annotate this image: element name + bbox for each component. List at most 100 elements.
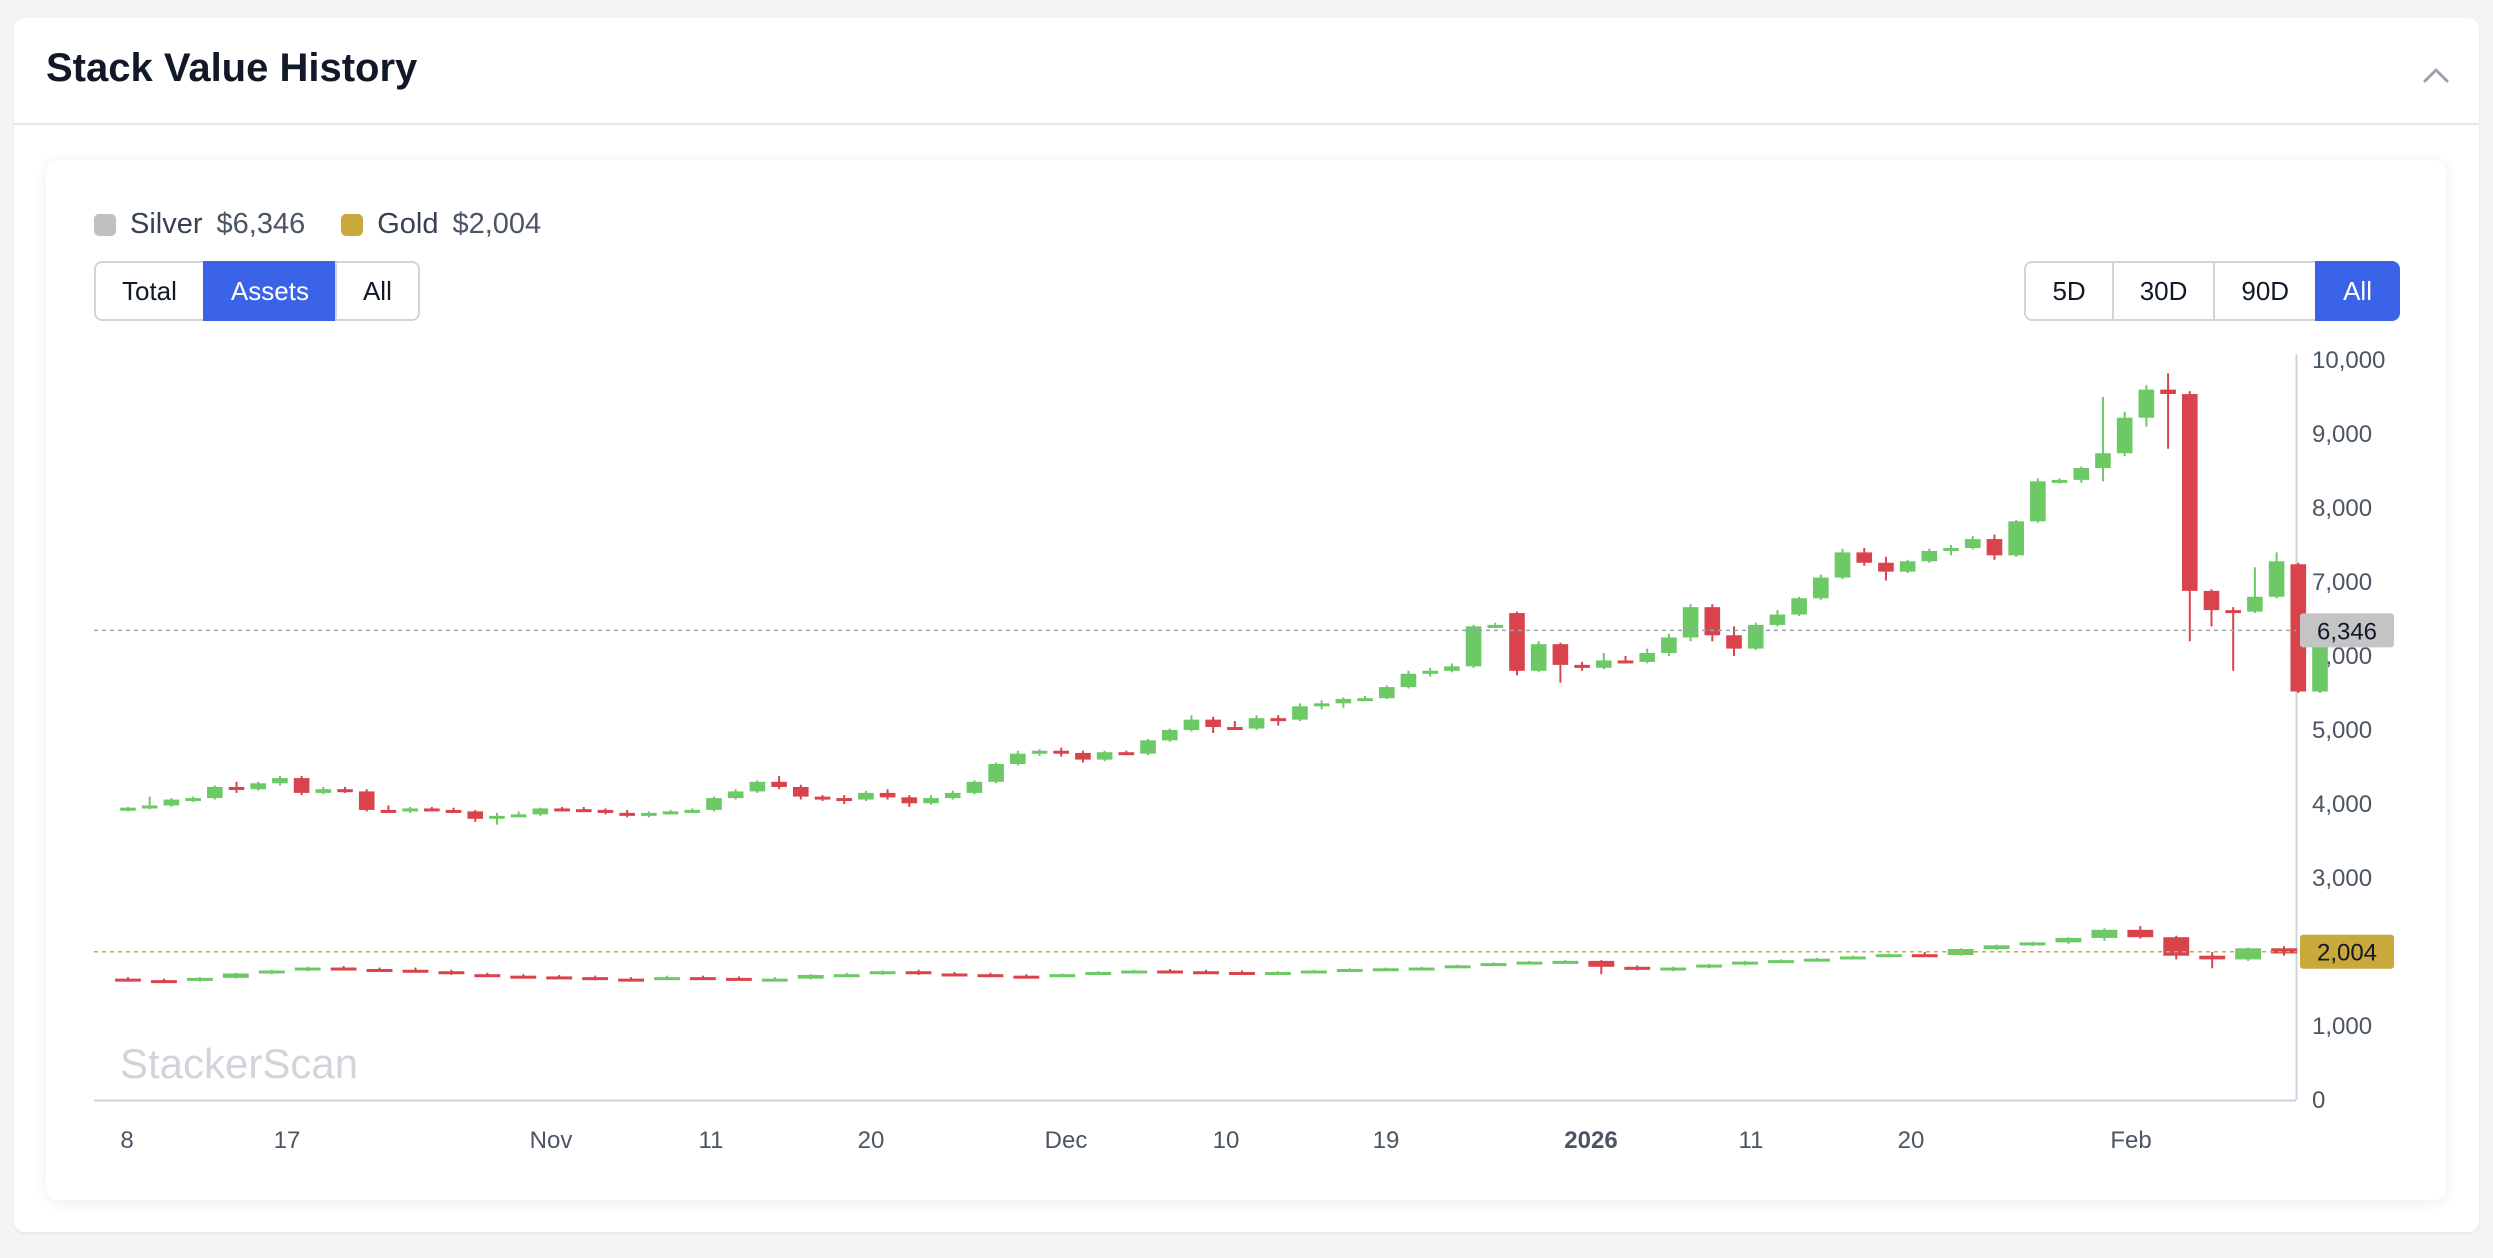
- candle-body: [120, 807, 136, 811]
- silver-swatch: [94, 213, 116, 236]
- candle-body: [185, 798, 201, 802]
- candle: [582, 975, 609, 981]
- candle-body: [1183, 719, 1200, 730]
- candle-body: [445, 809, 462, 813]
- candle: [546, 974, 573, 980]
- candle-body: [2160, 389, 2176, 395]
- x-tick-label: 10: [1213, 1127, 1240, 1154]
- candle-body: [749, 781, 766, 792]
- candle: [1574, 661, 1590, 671]
- range-button-all[interactable]: All: [2315, 261, 2400, 321]
- candle-body: [1660, 967, 1687, 971]
- candle-body: [1983, 945, 2010, 950]
- candle: [901, 795, 918, 807]
- candle: [836, 795, 853, 804]
- candle: [1205, 716, 1221, 733]
- candle-body: [1480, 963, 1507, 967]
- candle: [749, 780, 766, 793]
- candle: [185, 796, 201, 802]
- candle: [1943, 545, 1959, 556]
- candle: [1140, 738, 1156, 756]
- candle: [150, 978, 177, 984]
- view-button-total[interactable]: Total: [94, 261, 205, 321]
- candle-body: [2225, 610, 2242, 614]
- candle-body: [2268, 561, 2285, 597]
- candle: [474, 972, 501, 978]
- candle: [792, 784, 809, 800]
- last-price-badge: [2300, 934, 2394, 969]
- candle-body: [438, 971, 465, 975]
- candle-body: [2181, 394, 2198, 591]
- candle-body: [988, 764, 1004, 782]
- candle-body: [206, 786, 223, 799]
- candle: [1400, 670, 1417, 689]
- legend-silver-value: $6,346: [216, 208, 306, 240]
- candle: [1921, 548, 1938, 563]
- candle-body: [1747, 624, 1764, 649]
- candle: [1118, 750, 1135, 756]
- candlestick-chart[interactable]: StackerScan 01,0002,0003,0004,0005,0006,…: [46, 160, 2446, 1200]
- candle: [1661, 633, 1677, 656]
- candle-body: [1574, 664, 1590, 668]
- candle: [833, 972, 860, 978]
- candle-body: [532, 808, 549, 815]
- candle-body: [2163, 937, 2190, 956]
- candle: [1726, 626, 1742, 656]
- candle-body: [2247, 596, 2263, 612]
- candle: [467, 809, 484, 822]
- candle: [771, 775, 787, 790]
- candle-body: [1682, 607, 1699, 638]
- candle-body: [2051, 479, 2068, 483]
- candle: [725, 976, 752, 981]
- candle: [2127, 926, 2154, 939]
- range-button-90d[interactable]: 90D: [2213, 261, 2318, 321]
- candle: [1856, 547, 1873, 566]
- candle-body: [901, 797, 918, 804]
- candle-body: [424, 808, 440, 812]
- candle-body: [2116, 417, 2133, 454]
- candle-body: [272, 778, 288, 784]
- candle-body: [662, 811, 679, 815]
- candle: [1264, 971, 1291, 975]
- candle-body: [1465, 626, 1482, 667]
- candle-body: [1552, 960, 1579, 964]
- candle-body: [941, 973, 968, 977]
- range-button-30d[interactable]: 30D: [2111, 261, 2216, 321]
- candle-body: [1313, 703, 1330, 707]
- candle-body: [1516, 961, 1543, 965]
- candle-body: [467, 811, 484, 819]
- candle-body: [1768, 960, 1794, 964]
- candle: [402, 967, 429, 973]
- candle-body: [977, 974, 1004, 978]
- candle: [869, 970, 896, 975]
- candle-body: [2199, 955, 2226, 960]
- candle: [222, 972, 249, 979]
- candle-body: [141, 805, 158, 809]
- candle-body: [619, 812, 635, 816]
- candle-body: [1839, 956, 1866, 960]
- candle: [1378, 685, 1395, 699]
- candle-body: [1911, 954, 1938, 958]
- candle-body: [358, 791, 375, 810]
- candle-body: [727, 791, 744, 799]
- candle: [1769, 610, 1786, 627]
- candle: [258, 969, 285, 975]
- candle-body: [575, 809, 592, 813]
- y-tick-label: 0: [2312, 1087, 2325, 1114]
- chevron-up-icon[interactable]: [2419, 58, 2453, 92]
- candle-body: [1157, 970, 1184, 974]
- candle: [814, 795, 831, 802]
- candle-body: [163, 799, 180, 806]
- candle: [706, 796, 722, 812]
- candle: [1161, 728, 1178, 742]
- candle: [1732, 960, 1758, 966]
- candle-body: [1875, 954, 1902, 958]
- view-button-all[interactable]: All: [334, 261, 420, 321]
- candle-body: [1878, 562, 1894, 572]
- candle: [1085, 971, 1112, 975]
- candle: [532, 807, 549, 816]
- candle: [2073, 466, 2090, 483]
- candle-body: [1726, 635, 1742, 649]
- candle: [366, 967, 393, 973]
- candle-body: [905, 971, 932, 975]
